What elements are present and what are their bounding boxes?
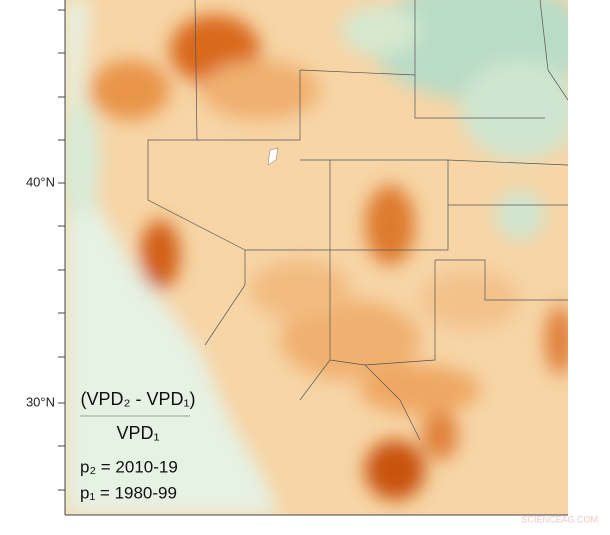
- latitude-label: 30°N: [26, 394, 55, 409]
- formula-numerator: (VPD₂ - VPD₁): [80, 389, 195, 409]
- period-label: p₂ = 2010-19: [80, 457, 178, 476]
- state-borders: [147, 0, 568, 441]
- period-label: p₁ = 1980-99: [80, 483, 177, 502]
- axis-ticks: [58, 0, 568, 516]
- latitude-label: 40°N: [26, 174, 55, 189]
- map-area: [65, 0, 568, 515]
- watermark: SCIENCEAG.COM: [521, 514, 598, 524]
- formula-denominator: VPD₁: [116, 423, 159, 443]
